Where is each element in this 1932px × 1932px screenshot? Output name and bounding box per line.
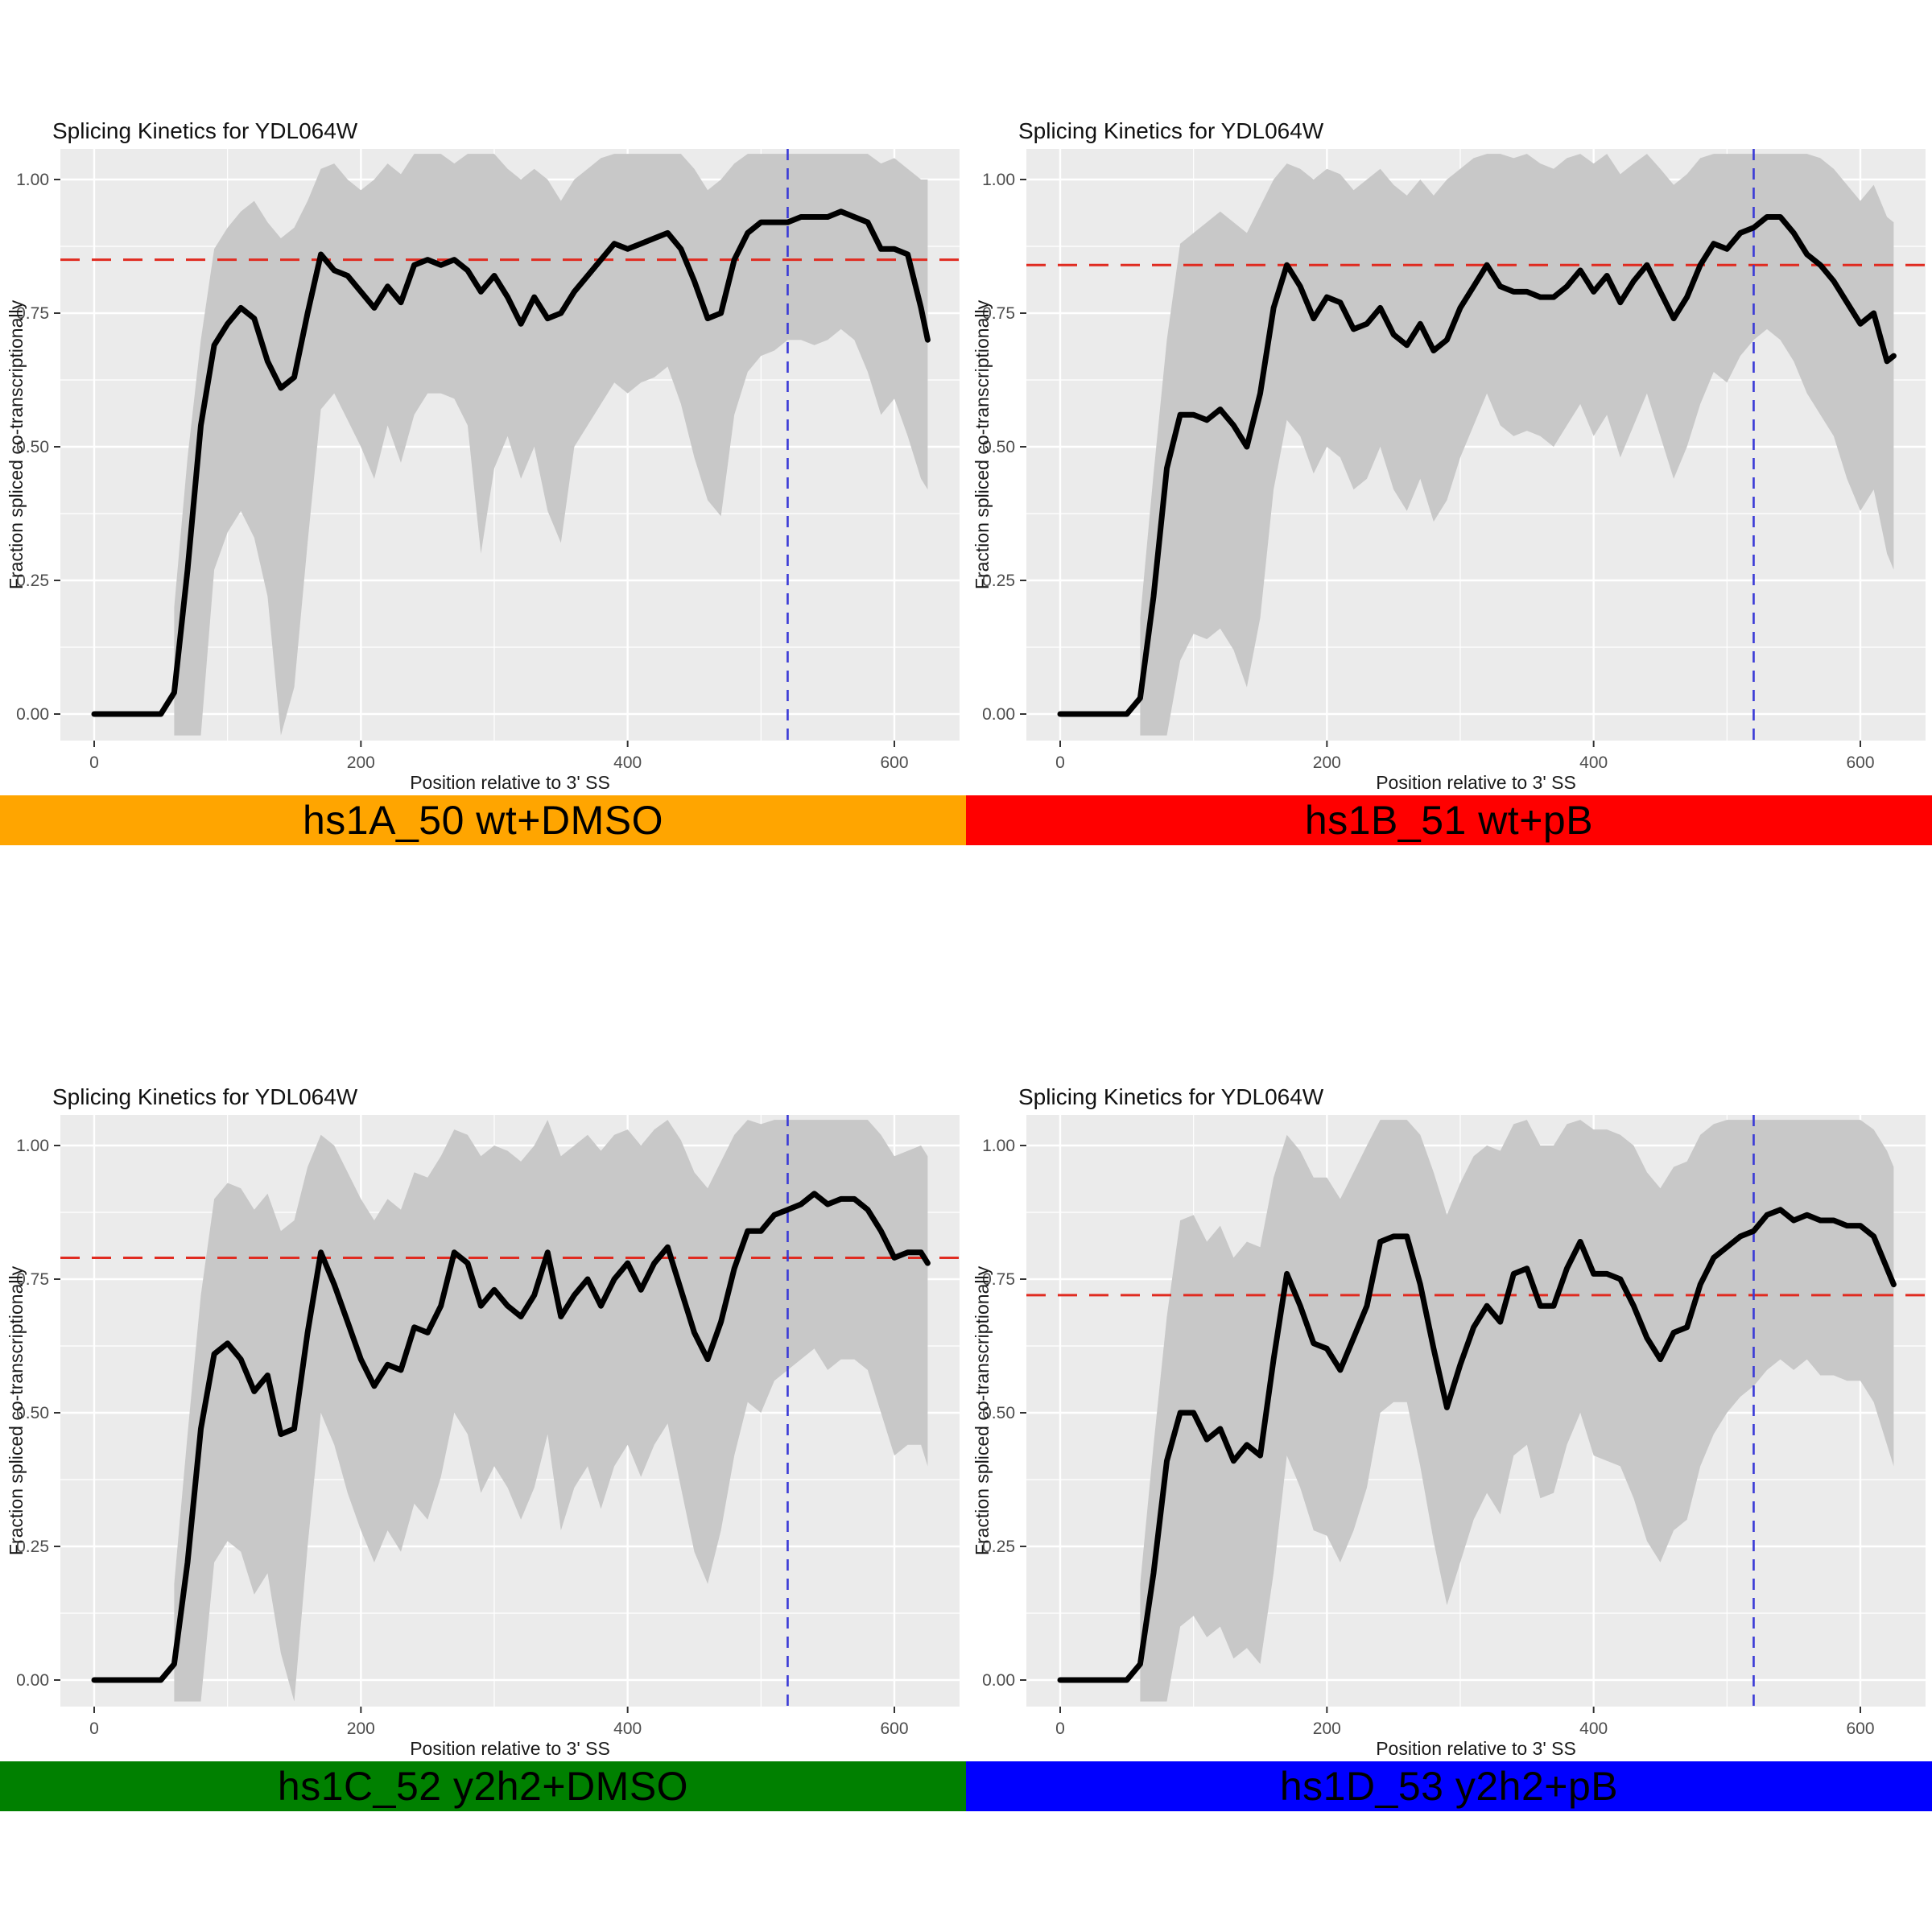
y-tick-label: 1.00 xyxy=(982,1137,1015,1155)
x-axis-title: Position relative to 3' SS xyxy=(1376,1738,1576,1759)
x-tick-label: 0 xyxy=(89,1719,99,1738)
x-axis-title: Position relative to 3' SS xyxy=(410,772,610,793)
chart-hs1D: Splicing Kinetics for YDL064W 0.00 0.25 0.5… xyxy=(972,1084,1926,1759)
x-tick-label: 200 xyxy=(1313,753,1341,772)
y-tick-label: 0.50 xyxy=(16,1404,49,1422)
quadrant-hs1B: Splicing Kinetics for YDL064W 0.00 0.25 0.5… xyxy=(966,0,1932,966)
y-tick-label: 0.00 xyxy=(16,705,49,724)
mean-line xyxy=(91,208,931,717)
quadrant-hs1C: Splicing Kinetics for YDL064W 0.00 0.25 0.5… xyxy=(0,966,966,1932)
y-tick-label: 0.25 xyxy=(982,1538,1015,1556)
banner-hs1A: hs1A_50 wt+DMSO xyxy=(0,795,966,845)
x-tick-label: 0 xyxy=(1055,753,1065,772)
chart-hs1A: Splicing Kinetics for YDL064W 0.00 0.25 0.5… xyxy=(6,118,960,793)
quadrant-hs1A: Splicing Kinetics for YDL064W 0.00 0.25 0.5… xyxy=(0,0,966,966)
plot-title: Splicing Kinetics for YDL064W xyxy=(52,118,358,143)
x-axis-title: Position relative to 3' SS xyxy=(1376,772,1576,793)
mean-line xyxy=(1057,1207,1897,1683)
confidence-band xyxy=(174,1120,928,1702)
y-tick-label: 0.25 xyxy=(982,572,1015,590)
y-tick-label: 0.75 xyxy=(16,1270,49,1289)
y-axis-title: Fraction spliced co-transcriptionally xyxy=(6,1265,27,1555)
y-tick-label: 0.50 xyxy=(16,438,49,456)
banner-hs1D: hs1D_53 y2h2+pB xyxy=(966,1761,1932,1811)
x-tick-label: 600 xyxy=(880,1719,908,1738)
x-tick-label: 600 xyxy=(1846,1719,1874,1738)
chart-hs1C: Splicing Kinetics for YDL064W 0.00 0.25 0.5… xyxy=(6,1084,960,1759)
banner-label: hs1A_50 wt+DMSO xyxy=(303,798,663,843)
y-tick-label: 0.25 xyxy=(16,1538,49,1556)
x-tick-label: 400 xyxy=(613,753,642,772)
banner-label: hs1D_53 y2h2+pB xyxy=(1279,1764,1619,1809)
y-tick-label: 0.75 xyxy=(982,1270,1015,1289)
quadrant-hs1D: Splicing Kinetics for YDL064W 0.00 0.25 0.5… xyxy=(966,966,1932,1932)
x-tick-label: 200 xyxy=(347,753,375,772)
y-tick-label: 1.00 xyxy=(16,1137,49,1155)
y-tick-label: 0.00 xyxy=(982,1671,1015,1690)
x-axis-title: Position relative to 3' SS xyxy=(410,1738,610,1759)
confidence-band xyxy=(1140,1120,1894,1702)
x-tick-label: 400 xyxy=(1579,1719,1608,1738)
banner-label: hs1B_51 wt+pB xyxy=(1304,798,1594,843)
confidence-band xyxy=(174,154,928,736)
chart-hs1B: Splicing Kinetics for YDL064W 0.00 0.25 0.5… xyxy=(972,118,1926,793)
y-tick-label: 1.00 xyxy=(16,171,49,189)
banner-hs1B: hs1B_51 wt+pB xyxy=(966,795,1932,845)
y-tick-label: 0.50 xyxy=(982,1404,1015,1422)
mean-line xyxy=(1057,214,1897,717)
y-tick-label: 0.75 xyxy=(982,304,1015,323)
banner-label: hs1C_52 y2h2+DMSO xyxy=(277,1764,689,1809)
x-tick-label: 600 xyxy=(880,753,908,772)
x-tick-label: 200 xyxy=(347,1719,375,1738)
y-tick-label: 0.50 xyxy=(982,438,1015,456)
mean-line xyxy=(91,1191,931,1683)
x-tick-label: 200 xyxy=(1313,1719,1341,1738)
x-tick-label: 400 xyxy=(1579,753,1608,772)
y-tick-label: 0.25 xyxy=(16,572,49,590)
plot-title: Splicing Kinetics for YDL064W xyxy=(52,1084,358,1109)
banner-hs1C: hs1C_52 y2h2+DMSO xyxy=(0,1761,966,1811)
plot-title: Splicing Kinetics for YDL064W xyxy=(1018,118,1324,143)
x-tick-label: 600 xyxy=(1846,753,1874,772)
plot-title: Splicing Kinetics for YDL064W xyxy=(1018,1084,1324,1109)
y-axis-title: Fraction spliced co-transcriptionally xyxy=(972,1265,993,1555)
x-tick-label: 400 xyxy=(613,1719,642,1738)
y-tick-label: 1.00 xyxy=(982,171,1015,189)
y-axis-title: Fraction spliced co-transcriptionally xyxy=(972,299,993,589)
x-tick-label: 0 xyxy=(89,753,99,772)
y-tick-label: 0.00 xyxy=(982,705,1015,724)
y-tick-label: 0.00 xyxy=(16,1671,49,1690)
y-tick-label: 0.75 xyxy=(16,304,49,323)
x-tick-label: 0 xyxy=(1055,1719,1065,1738)
y-axis-title: Fraction spliced co-transcriptionally xyxy=(6,299,27,589)
